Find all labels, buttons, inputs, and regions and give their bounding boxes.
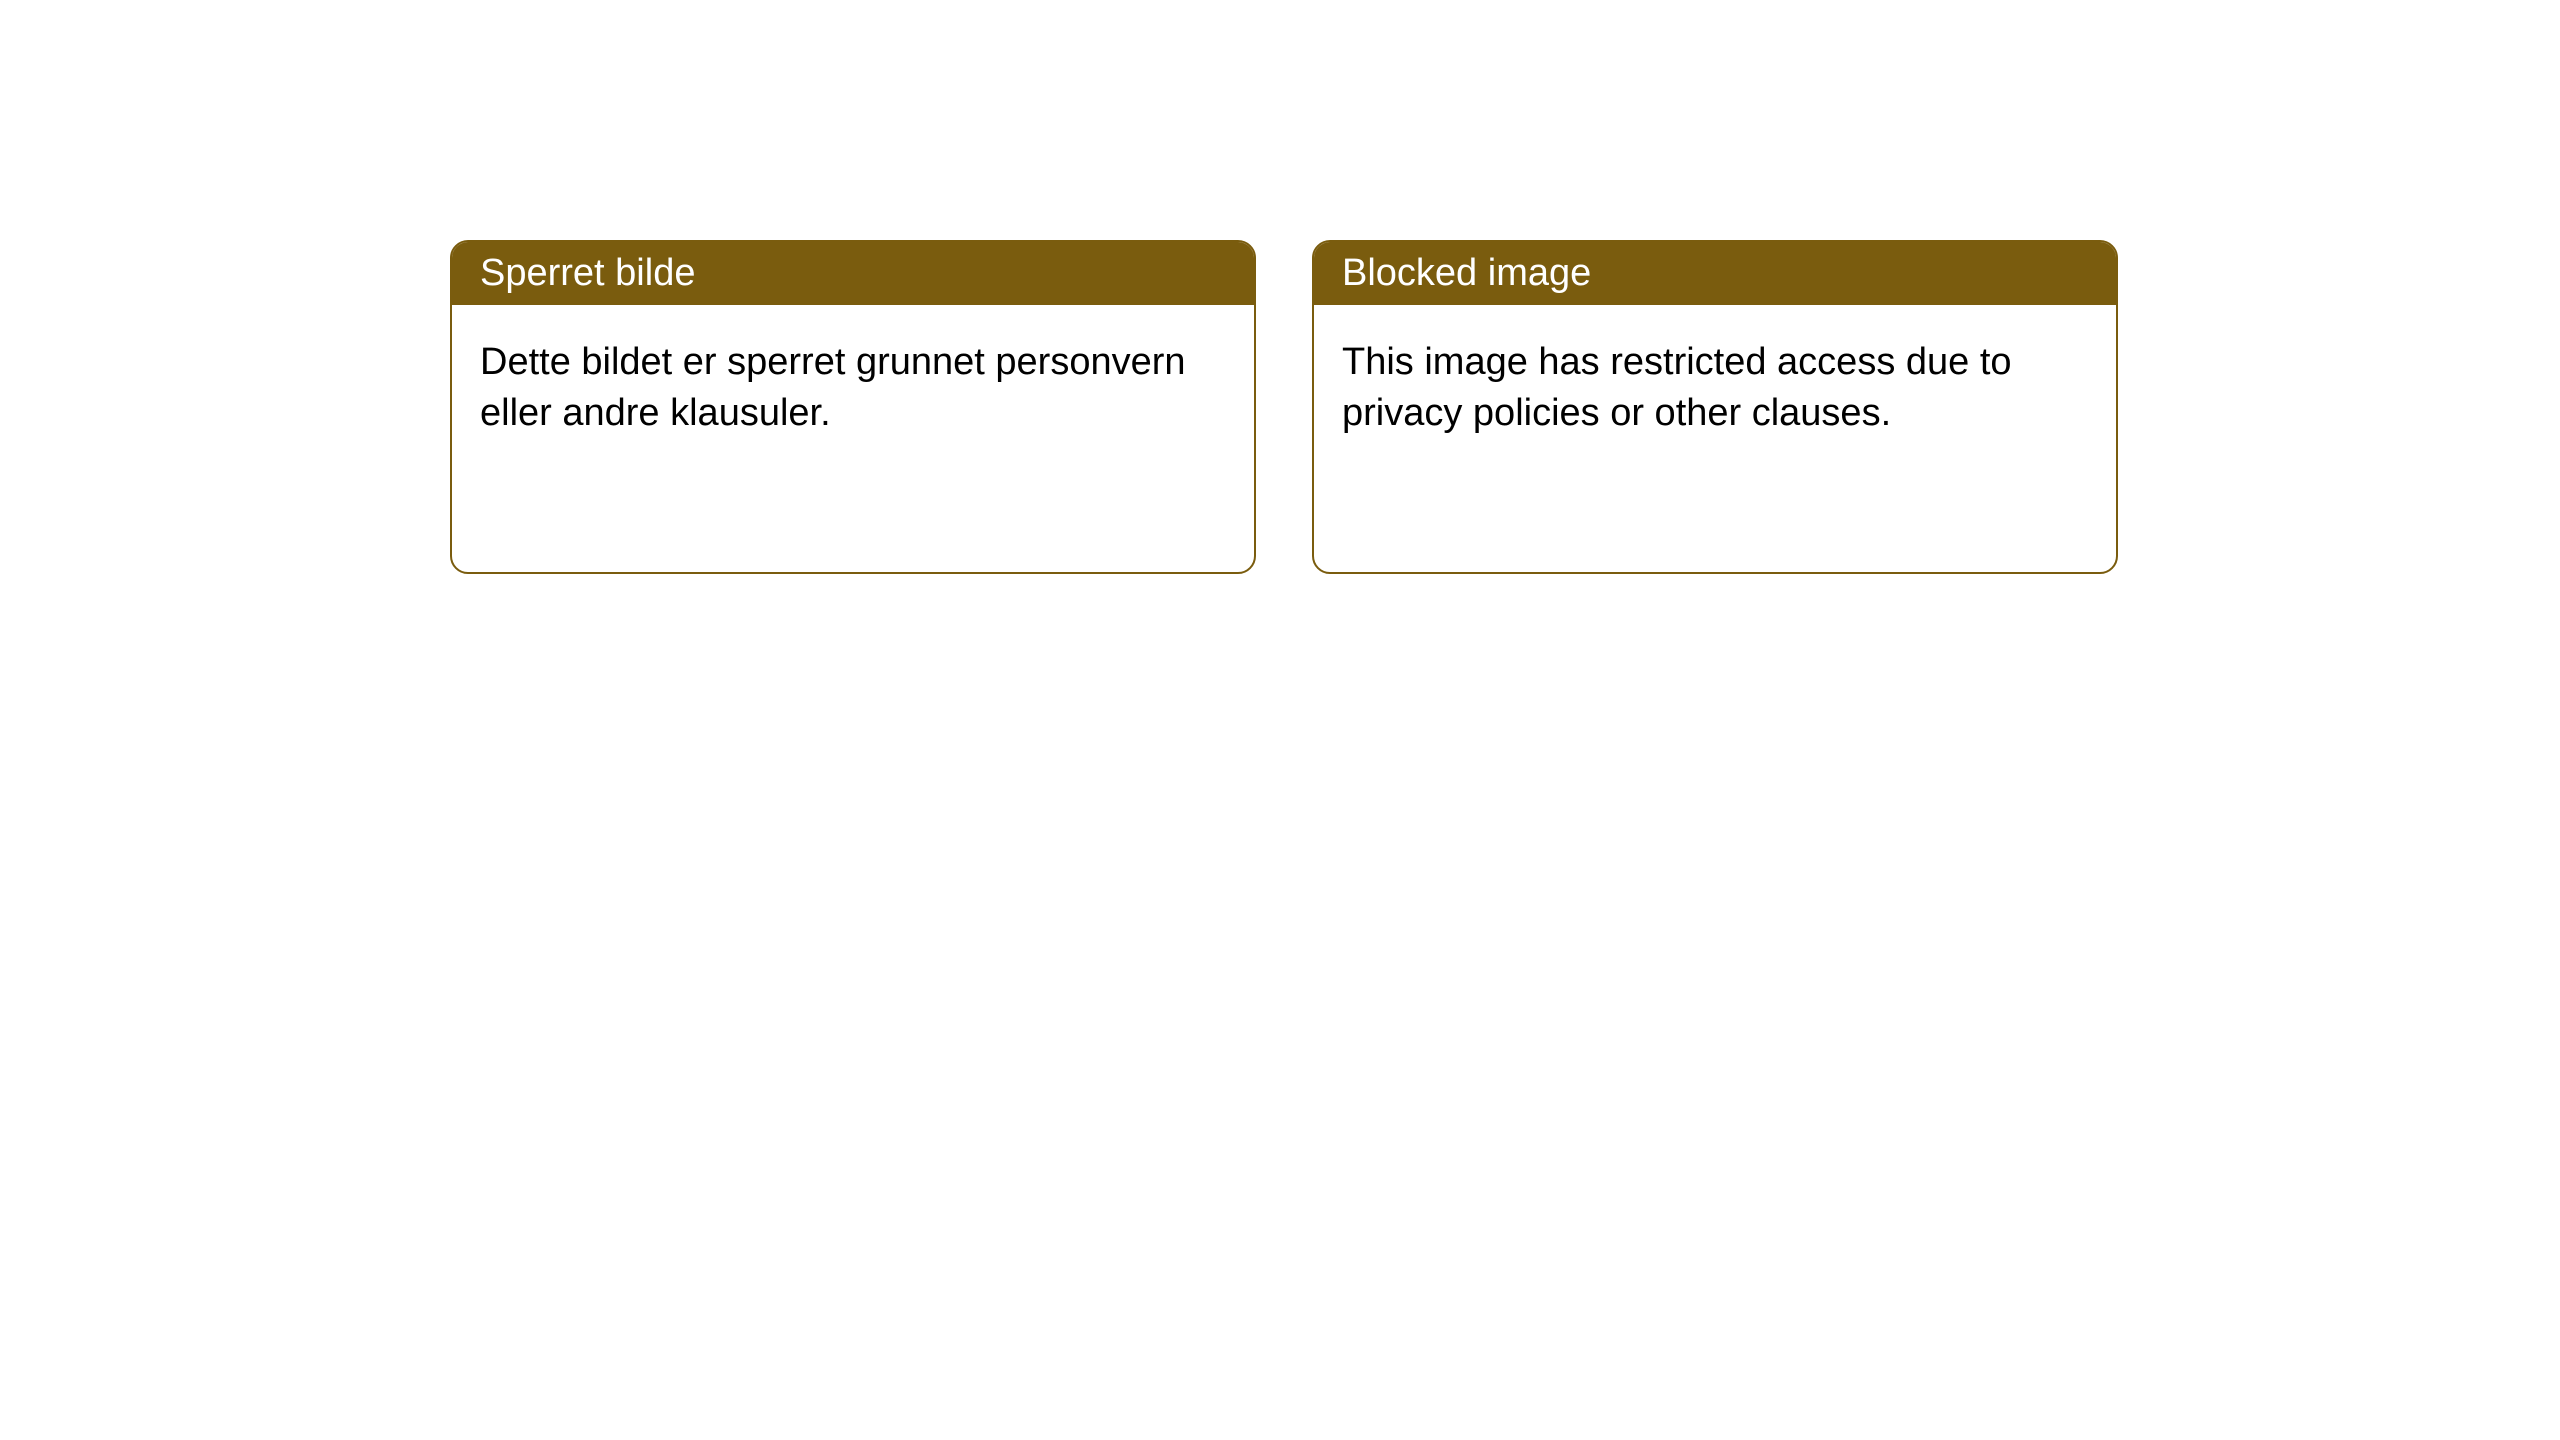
notice-card-english: Blocked image This image has restricted … xyxy=(1312,240,2118,574)
notice-message: This image has restricted access due to … xyxy=(1342,341,2012,434)
notice-body: This image has restricted access due to … xyxy=(1314,305,2116,472)
notice-title: Sperret bilde xyxy=(480,252,695,294)
notice-message: Dette bildet er sperret grunnet personve… xyxy=(480,341,1186,434)
notice-header: Blocked image xyxy=(1314,242,2116,305)
notice-header: Sperret bilde xyxy=(452,242,1254,305)
notice-container: Sperret bilde Dette bildet er sperret gr… xyxy=(0,0,2560,574)
notice-card-norwegian: Sperret bilde Dette bildet er sperret gr… xyxy=(450,240,1256,574)
notice-body: Dette bildet er sperret grunnet personve… xyxy=(452,305,1254,472)
notice-title: Blocked image xyxy=(1342,252,1591,294)
